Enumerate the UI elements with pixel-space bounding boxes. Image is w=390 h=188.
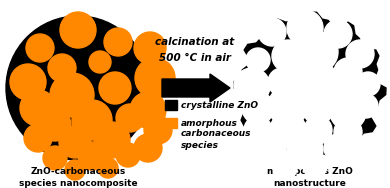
Circle shape bbox=[258, 136, 286, 164]
Circle shape bbox=[99, 72, 131, 104]
Circle shape bbox=[89, 51, 111, 73]
Circle shape bbox=[60, 12, 96, 48]
Circle shape bbox=[287, 132, 323, 168]
Text: crystalline ZnO: crystalline ZnO bbox=[181, 101, 258, 109]
Text: ZnO-carbonaceous: ZnO-carbonaceous bbox=[30, 168, 126, 177]
Circle shape bbox=[130, 92, 166, 128]
Circle shape bbox=[346, 40, 374, 68]
Circle shape bbox=[268, 86, 308, 126]
Text: species nanocomposite: species nanocomposite bbox=[19, 178, 137, 187]
Circle shape bbox=[43, 146, 67, 170]
Text: species: species bbox=[181, 140, 219, 149]
Circle shape bbox=[324, 134, 352, 162]
Circle shape bbox=[94, 122, 130, 158]
Circle shape bbox=[78, 142, 106, 170]
Circle shape bbox=[134, 134, 162, 162]
Text: amorphous: amorphous bbox=[181, 118, 238, 127]
Circle shape bbox=[304, 116, 332, 144]
Polygon shape bbox=[234, 12, 386, 164]
Circle shape bbox=[135, 58, 175, 98]
Circle shape bbox=[287, 10, 323, 46]
Circle shape bbox=[258, 18, 286, 46]
Circle shape bbox=[98, 158, 118, 178]
Circle shape bbox=[24, 124, 52, 152]
Circle shape bbox=[272, 40, 304, 72]
Circle shape bbox=[246, 48, 270, 72]
Circle shape bbox=[303, 154, 327, 178]
Circle shape bbox=[116, 143, 140, 167]
FancyArrow shape bbox=[162, 74, 230, 102]
Text: nanostructure: nanostructure bbox=[273, 178, 346, 187]
Circle shape bbox=[356, 72, 380, 96]
Circle shape bbox=[26, 34, 54, 62]
Circle shape bbox=[268, 68, 296, 96]
Circle shape bbox=[65, 160, 85, 180]
Circle shape bbox=[329, 76, 361, 108]
Circle shape bbox=[144, 116, 172, 144]
Circle shape bbox=[354, 94, 378, 118]
Circle shape bbox=[59, 126, 91, 158]
Circle shape bbox=[10, 64, 46, 100]
Circle shape bbox=[104, 28, 132, 56]
Bar bbox=[165, 100, 177, 110]
Circle shape bbox=[334, 58, 362, 86]
Circle shape bbox=[134, 32, 166, 64]
Circle shape bbox=[288, 56, 336, 104]
Circle shape bbox=[244, 116, 272, 144]
Circle shape bbox=[48, 54, 76, 82]
Text: calcination at: calcination at bbox=[155, 37, 235, 47]
Circle shape bbox=[116, 104, 144, 132]
Circle shape bbox=[72, 100, 112, 140]
Circle shape bbox=[273, 156, 297, 180]
Text: 500 °C in air: 500 °C in air bbox=[159, 53, 231, 63]
Circle shape bbox=[50, 73, 94, 117]
Circle shape bbox=[234, 68, 270, 104]
Text: carbonaceous: carbonaceous bbox=[181, 130, 252, 139]
Circle shape bbox=[242, 92, 274, 124]
Circle shape bbox=[334, 118, 362, 146]
Circle shape bbox=[20, 90, 56, 126]
Circle shape bbox=[324, 20, 352, 48]
Circle shape bbox=[6, 16, 150, 160]
Circle shape bbox=[302, 92, 334, 124]
Circle shape bbox=[330, 94, 366, 130]
Circle shape bbox=[298, 32, 338, 72]
Bar bbox=[165, 118, 177, 128]
Circle shape bbox=[39, 109, 71, 141]
Circle shape bbox=[270, 112, 306, 148]
Text: mesoporous ZnO: mesoporous ZnO bbox=[267, 168, 353, 177]
